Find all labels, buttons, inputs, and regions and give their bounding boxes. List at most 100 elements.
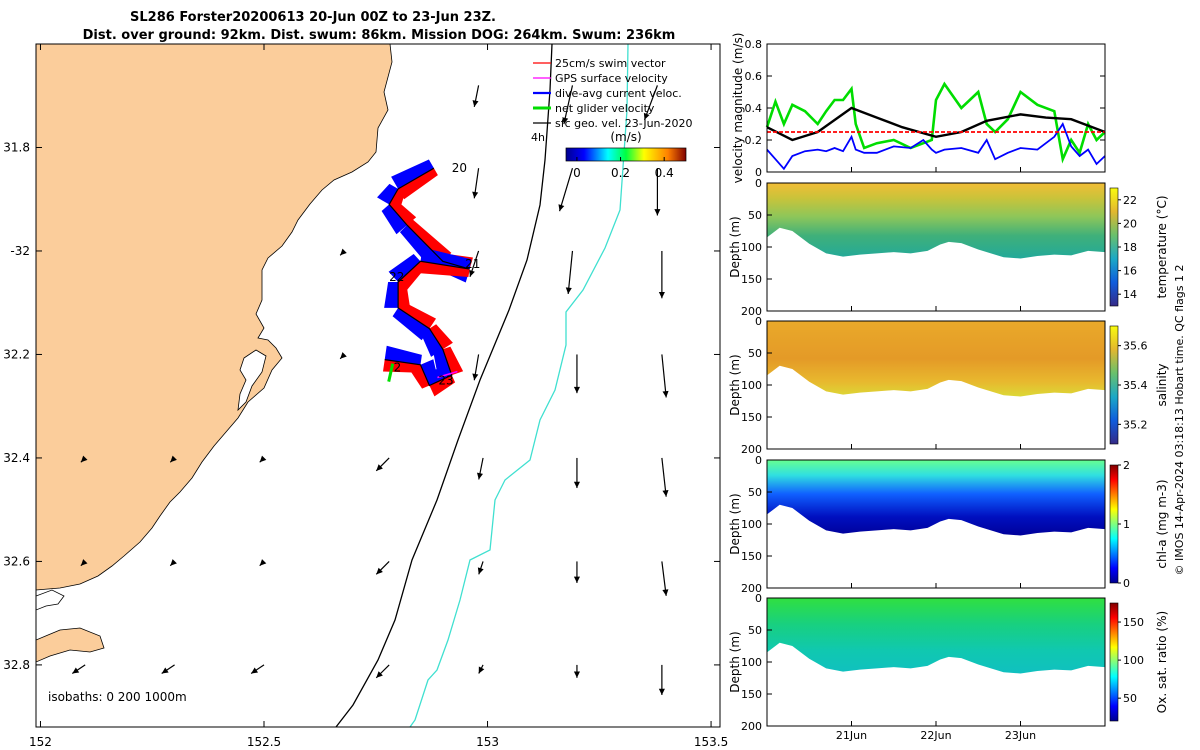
section-colorbar-tick-label: 0 [1123,577,1130,590]
section-ytick-label: 200 [741,305,762,318]
section-colorbar-tick-label: 35.2 [1123,418,1148,431]
current-ribbon [392,307,430,341]
section-ylabel: Depth (m) [728,493,742,554]
velocity-ylabel: velocity magnitude (m/s) [731,33,745,184]
geo-velocity-arrow [477,457,484,480]
section-xtick-label: 21Jun [836,729,867,742]
geo-velocity-arrow [161,664,175,675]
section-heatmap [767,183,1105,259]
geo-velocity-arrow [661,457,669,497]
velocity-ytick-label: 0 [755,166,762,179]
swim-ribbon [398,168,438,200]
net-glider-velocity [387,363,395,382]
map-ytick-label: 32.6 [3,554,30,568]
day-label: 23 [438,373,453,387]
section-panel-salinity: 0 50 100 150 200 Depth (m) 35.2 35.4 35.6 salinit… [728,315,1169,456]
current-ribbon [388,253,421,283]
legend-label-current: dive-avg current veloc. [555,87,682,100]
map-colorbar-label: (m/s) [610,130,641,144]
day-label: 2 [394,360,402,374]
velocity-ytick-label: 0.2 [745,134,763,147]
map-xtick-label: 153.5 [694,735,728,749]
velocity-ytick-label: 0.4 [745,102,763,115]
swim-ribbon [418,261,470,277]
geo-velocity-arrow [250,664,265,675]
section-panel-oxygen: 0 50 100 150 200 Depth (m) 50 100 150 Ox. sat. ra… [728,592,1169,742]
section-ytick-label: 50 [748,347,762,360]
geo-velocity-arrow [472,354,480,381]
geo-velocity-arrow [375,664,390,679]
geo-velocity-arrow [643,85,658,121]
section-ytick-label: 100 [741,379,762,392]
geo-velocity-arrow [565,250,574,295]
velocity-series-line [765,81,1106,164]
isobaths-label: isobaths: 0 200 1000m [48,690,187,704]
section-ytick-label: 100 [741,518,762,531]
current-ribbon [391,159,434,189]
section-colorbar-tick-label: 22 [1123,194,1137,207]
map-colorbar-tick-label: 0 [573,166,581,180]
geo-velocity-arrow [658,250,665,299]
map-frame [35,43,721,728]
geo-velocity-arrow [375,457,390,472]
swim-ribbon [429,324,453,350]
current-ribbon [384,345,422,365]
section-colorbar-label: temperature (°C) [1155,196,1169,299]
section-colorbar [1109,325,1119,445]
geo-velocity-arrow [658,664,665,696]
section-colorbar-tick-label: 16 [1123,265,1137,278]
section-colorbar-label: Ox. sat. ratio (%) [1155,611,1169,713]
current-ribbon [421,328,443,357]
section-colorbar-tick-label: 20 [1123,217,1137,230]
section-ylabel: Depth (m) [728,631,742,692]
current-ribbon [384,282,399,308]
current-ribbon [381,204,408,235]
geo-velocity-arrow [477,561,484,575]
geo-velocity-arrow [573,664,580,678]
land-mass [36,44,393,591]
section-colorbar-label: chl-a (mg m-3) [1155,479,1169,568]
section-ytick-label: 0 [755,177,762,190]
chart-title-line1: SL286 Forster20200613 20-Jun 00Z to 23-J… [130,10,496,25]
swim-ribbon [398,301,437,329]
section-ytick-label: 0 [755,315,762,328]
section-panel-temperature: 0 50 100 150 200 Depth (m) 14 16 18 20 22 temperatu… [728,177,1169,318]
section-ytick-label: 0 [755,592,762,605]
map-ytick-label: 32.4 [3,451,30,465]
velocity-series-line [766,122,1106,171]
geo-velocity-arrow [259,455,267,463]
swim-ribbon [407,219,452,262]
section-ylabel: Depth (m) [728,216,742,277]
map-xtick-label: 152.5 [247,735,281,749]
land-southwest [36,627,105,663]
geo-velocity-arrow [562,85,574,125]
section-colorbar-tick-label: 50 [1123,692,1137,705]
map-xtick-label: 152 [29,735,52,749]
geo-velocity-arrow [80,559,88,567]
section-heatmap [767,598,1105,674]
geo-velocity-arrow [661,561,669,596]
geo-velocity-arrow [573,354,580,394]
gps-surface-velocity [437,370,458,379]
swim-ribbon [389,199,417,226]
swim-ribbon [398,282,411,308]
map-ytick-label: -32 [10,244,30,258]
day-label: 22 [389,270,404,284]
map-legend: 25cm/s swim vector GPS surface velocity … [531,57,692,180]
lake-inlet [237,349,267,412]
section-ytick-label: 50 [748,486,762,499]
section-ytick-label: 150 [741,411,762,424]
day-label: 21 [465,257,480,271]
section-ytick-label: 150 [741,688,762,701]
section-ytick-label: 150 [741,273,762,286]
geo-velocity-arrow [339,352,347,360]
section-ytick-label: 150 [741,550,762,563]
geo-velocity-arrow [654,168,661,216]
section-colorbar-tick-label: 100 [1123,654,1144,667]
geo-velocity-arrow [80,455,88,463]
geo-velocity-arrow [375,560,390,575]
velocity-ytick-label: 0.8 [745,38,763,51]
swim-ribbon [442,346,464,376]
map-xtick-label: 153 [476,735,499,749]
